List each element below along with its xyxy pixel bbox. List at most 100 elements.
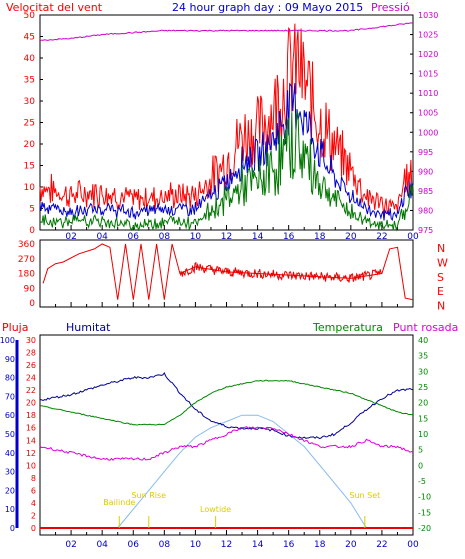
direction-axis-label: 180	[18, 270, 35, 280]
humidity-header: Humitat	[66, 321, 111, 334]
temperature-axis-label: -15	[418, 508, 431, 517]
temperature-line	[39, 379, 414, 426]
temperature-axis-label: 20	[418, 399, 428, 408]
event-label-sunrise: Sun Rise	[131, 491, 166, 500]
temperature-axis-label: 30	[418, 367, 428, 376]
rain-axis-label: 100	[0, 336, 15, 345]
wind-direction-line	[42, 243, 414, 301]
wind-axis-label: 20	[24, 140, 36, 150]
humidity-axis-label: 28	[26, 349, 36, 358]
humidity-axis-label: 26	[26, 361, 36, 370]
hour-tick-label: 22	[376, 540, 387, 550]
pressure-header: Pressió	[371, 1, 410, 14]
pressure-axis-label: 990	[418, 167, 433, 176]
hour-tick-label: 18	[314, 540, 326, 550]
hour-tick-label: 18	[314, 232, 326, 242]
wind-axis-label: 25	[24, 119, 35, 129]
humidity-axis-label: 20	[26, 399, 36, 408]
compass-label: N	[437, 300, 445, 313]
pressure-axis-label: 1020	[418, 50, 438, 59]
rain-axis-label: 70	[5, 392, 15, 401]
rain-axis-label: 60	[5, 411, 15, 420]
hour-tick-label: 22	[376, 232, 387, 242]
humidity-axis-label: 0	[31, 524, 36, 533]
dewpoint-header: Punt rosada	[393, 321, 458, 334]
rain-axis-label: 0	[10, 524, 15, 533]
wind-axis-label: 10	[24, 183, 36, 193]
humidity-axis-label: 4	[31, 499, 36, 508]
hour-tick-label: 04	[96, 540, 108, 550]
humidity-axis-label: 12	[26, 449, 36, 458]
dewpoint-line	[39, 426, 414, 461]
pressure-axis-label: 1005	[418, 109, 438, 118]
wind-axis-label: 35	[24, 76, 35, 86]
graph-title: 24 hour graph day : 09 Mayo 2015	[172, 1, 363, 14]
compass-label: S	[437, 271, 444, 284]
rain-axis-label: 40	[5, 449, 15, 458]
rain-axis-label: 80	[5, 374, 15, 383]
humidity-axis-label: 22	[26, 386, 36, 395]
event-label-twilight1: Bailinde	[103, 498, 135, 507]
hour-tick-label: 14	[252, 232, 264, 242]
wind-axis-label: 0	[29, 226, 35, 236]
humidity-axis-label: 6	[31, 486, 36, 495]
temperature-axis-label: 15	[418, 414, 428, 423]
temperature-axis-label: 35	[418, 352, 428, 361]
wind-speed-header: Velocitat del vent	[6, 1, 103, 14]
pressure-axis-label: 1030	[418, 11, 438, 20]
humidity-axis-label: 18	[26, 411, 36, 420]
humidity-axis-label: 16	[26, 424, 36, 433]
temperature-axis-label: 25	[418, 383, 428, 392]
pressure-axis-label: 1000	[418, 128, 438, 137]
wind-min-line	[39, 111, 414, 232]
pressure-axis-label: 995	[418, 148, 433, 157]
humidity-line	[39, 372, 414, 440]
hour-tick-label: 08	[159, 232, 171, 242]
pressure-axis-label: 975	[418, 226, 433, 235]
humidity-axis-label: 30	[26, 336, 36, 345]
wind-axis-label: 30	[24, 97, 36, 107]
temperature-axis-label: 40	[418, 336, 428, 345]
hour-tick-label: 06	[128, 540, 140, 550]
event-label-sunlabel: Lowtide	[200, 505, 231, 514]
rain-header: Pluja	[2, 321, 28, 334]
hour-tick-label: 06	[128, 232, 140, 242]
hour-tick-label: 16	[283, 540, 295, 550]
hour-tick-label: 12	[221, 540, 232, 550]
rain-axis-label: 50	[5, 430, 15, 439]
compass-label: E	[437, 285, 444, 298]
hour-tick-label: 16	[283, 232, 295, 242]
compass-label: N	[437, 242, 445, 255]
temperature-axis-label: 5	[418, 446, 423, 455]
hour-tick-label: 12	[221, 232, 232, 242]
direction-axis-label: 90	[24, 284, 36, 294]
direction-axis-label: 270	[18, 255, 35, 265]
direction-axis-label: 360	[18, 240, 35, 250]
pressure-axis-label: 980	[418, 206, 433, 215]
temperature-axis-label: 10	[418, 430, 428, 439]
rain-axis-label: 20	[5, 486, 15, 495]
wind-avg-line	[39, 82, 414, 221]
hour-tick-label: 08	[159, 540, 171, 550]
humidity-axis-label: 8	[31, 474, 36, 483]
pressure-line	[39, 22, 414, 42]
hour-tick-label: 14	[252, 540, 264, 550]
hour-tick-label: 20	[345, 232, 357, 242]
wind-axis-label: 40	[24, 54, 36, 64]
pressure-axis-label: 1015	[418, 70, 438, 79]
pressure-axis-label: 985	[418, 187, 433, 196]
solar-radiation-line	[117, 414, 367, 529]
temperature-axis-label: -5	[418, 477, 426, 486]
hour-tick-label: 10	[190, 232, 202, 242]
hour-tick-label: 20	[345, 540, 357, 550]
hour-tick-label: 02	[65, 232, 76, 242]
pressure-axis-label: 1025	[418, 31, 438, 40]
rain-axis-label: 10	[5, 505, 15, 514]
hour-tick-label: 00	[407, 232, 419, 242]
wind-direction-jitter	[179, 261, 382, 283]
temperature-header: Temperatura	[312, 321, 383, 334]
event-label-sunset: Sun Set	[349, 491, 380, 500]
temperature-axis-label: -20	[418, 524, 431, 533]
hour-tick-label: 02	[65, 540, 76, 550]
